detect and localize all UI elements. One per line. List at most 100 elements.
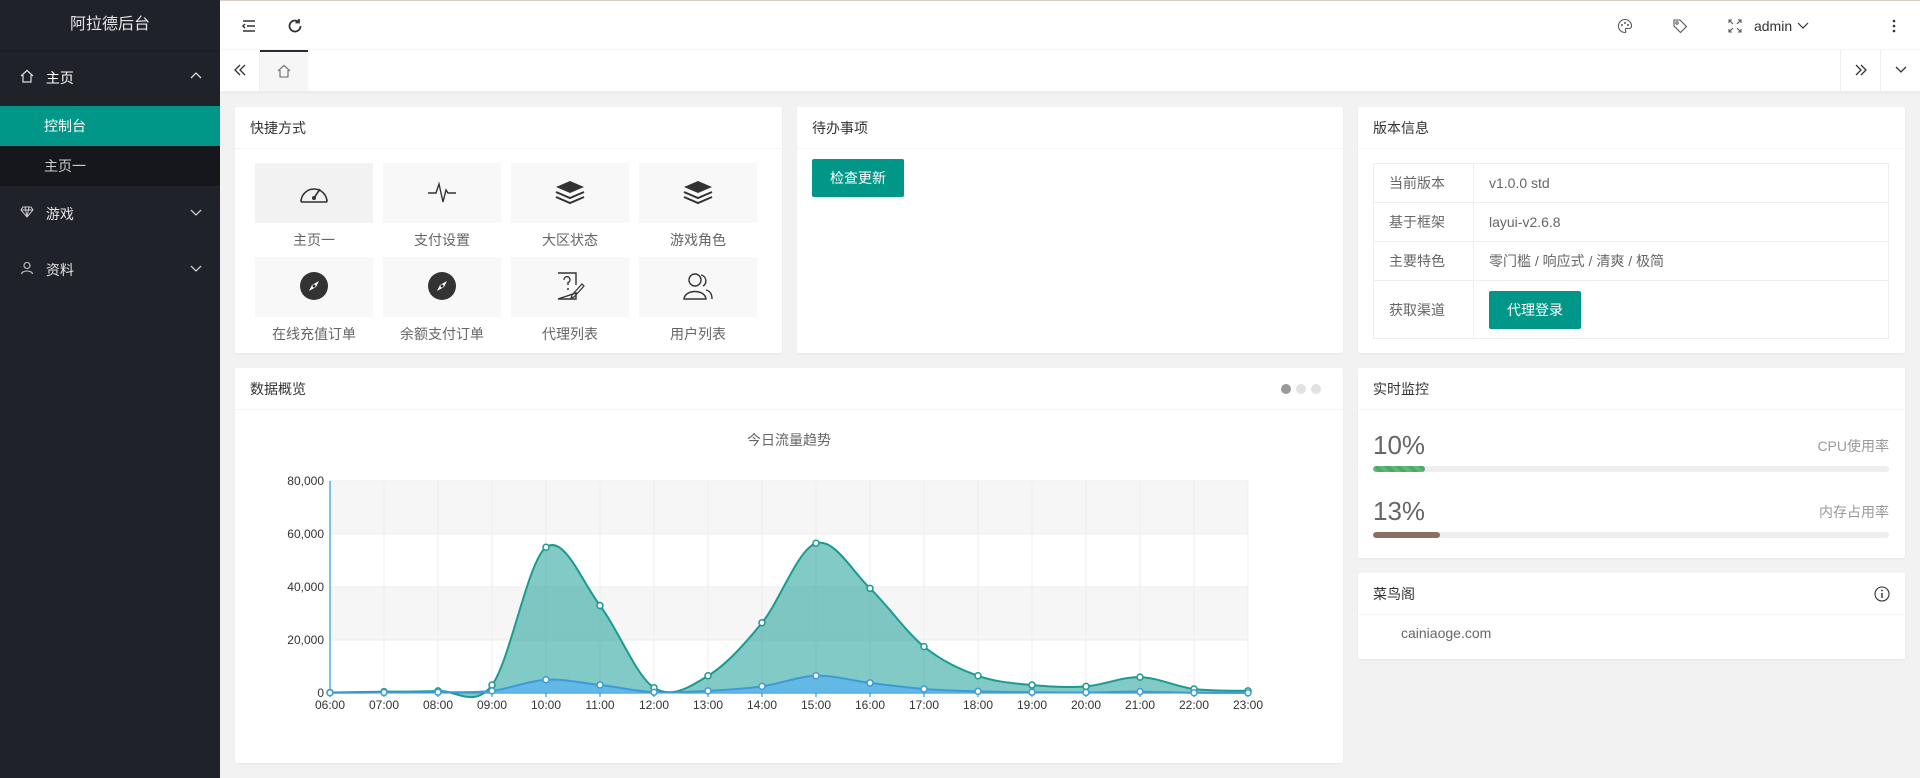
chart-point xyxy=(812,672,820,680)
sidebar-item-home-one[interactable]: 主页一 xyxy=(44,158,86,174)
chart-x-tick-label: 11:00 xyxy=(585,698,614,712)
info-icon[interactable] xyxy=(1874,573,1890,618)
agent-login-button[interactable]: 代理登录 xyxy=(1489,290,1581,329)
cpu-progress-bar xyxy=(1373,466,1889,472)
chevron-down-icon xyxy=(190,186,202,242)
chart-point xyxy=(866,584,874,593)
more-vertical-icon[interactable] xyxy=(1884,1,1904,51)
shortcut-balance-payment-orders[interactable]: 余额支付订单 xyxy=(383,257,501,344)
shortcut-agent-list[interactable]: 代理列表 xyxy=(511,257,629,344)
chart-point xyxy=(1082,682,1090,691)
chart-series-area xyxy=(330,542,1248,698)
card-title: 数据概览 xyxy=(235,368,1343,410)
carousel-dot[interactable] xyxy=(1311,384,1321,394)
help-edit-icon xyxy=(554,271,586,304)
collapse-menu-icon[interactable] xyxy=(234,1,264,51)
chart-y-tick-label: 80,000 xyxy=(287,474,324,488)
chevron-down-icon xyxy=(190,242,202,298)
chart-y-tick-label: 20,000 xyxy=(287,633,324,647)
memory-progress-fill xyxy=(1373,532,1441,538)
chart-point xyxy=(704,687,712,695)
tag-icon[interactable] xyxy=(1665,1,1695,51)
memory-percent: 13% xyxy=(1373,496,1426,526)
chevron-up-icon xyxy=(190,50,202,106)
shortcuts-card: 快捷方式 主页一 支付设置 大区状态 游戏角色 在线充值订单 余额支付订单 代理… xyxy=(235,107,782,353)
traffic-chart: 0 20,000 40,000 60,000 80,000 06:00 07:00 08:00… xyxy=(287,474,1263,712)
version-card: 版本信息 当前版本 v1.0.0 std 基于框架 layui-v2.6.8 主… xyxy=(1358,107,1905,353)
chart-x-tick-label: 08:00 xyxy=(423,698,453,712)
memory-label: 内存占用率 xyxy=(1819,504,1889,520)
version-table: 当前版本 v1.0.0 std 基于框架 layui-v2.6.8 主要特色 零… xyxy=(1373,163,1889,339)
chart-y-tick-label: 60,000 xyxy=(287,527,324,541)
chart-point xyxy=(704,672,712,680)
site-link[interactable]: cainiaoge.com xyxy=(1401,625,1492,641)
gauge-icon xyxy=(298,178,330,209)
card-title: 版本信息 xyxy=(1358,107,1905,149)
chart-x-tick-label: 09:00 xyxy=(477,698,507,712)
carousel-dot[interactable] xyxy=(1281,384,1291,394)
chart-x-tick-label: 06:00 xyxy=(315,698,345,712)
chart-point xyxy=(974,687,982,696)
chart-x-tick-label: 13:00 xyxy=(693,698,723,712)
fullscreen-icon[interactable] xyxy=(1720,1,1750,51)
theme-palette-icon[interactable] xyxy=(1610,1,1640,51)
sidebar-item-profile[interactable]: 资料 xyxy=(0,242,220,298)
tabs-scroll-left-icon[interactable] xyxy=(220,50,260,91)
layers-icon xyxy=(554,178,586,209)
tab-home[interactable] xyxy=(260,50,308,91)
table-row: 当前版本 v1.0.0 std xyxy=(1373,163,1889,203)
table-row: 基于框架 layui-v2.6.8 xyxy=(1373,202,1889,242)
carousel-dots xyxy=(1276,368,1321,410)
check-update-button[interactable]: 检查更新 xyxy=(812,159,904,197)
app-logo: 阿拉德后台 xyxy=(0,0,220,50)
sidebar-item-label: 资料 xyxy=(45,262,74,278)
link-card: 菜鸟阁 cainiaoge.com xyxy=(1358,573,1905,659)
chart-title: 今日流量趋势 xyxy=(747,432,831,448)
top-header: admin xyxy=(220,0,1920,50)
shortcut-payment-settings[interactable]: 支付设置 xyxy=(383,163,501,250)
chart-x-tick-label: 17:00 xyxy=(909,698,939,712)
chart-y-tick-label: 0 xyxy=(317,686,324,700)
sidebar-item-game[interactable]: 游戏 xyxy=(0,186,220,242)
card-title: 菜鸟阁 xyxy=(1358,573,1905,615)
chart-point xyxy=(1082,688,1090,697)
sidebar-item-console[interactable]: 控制台 xyxy=(0,106,220,146)
chart-point xyxy=(488,687,496,695)
chart-y-tick-label: 40,000 xyxy=(287,580,324,594)
chart-point xyxy=(542,543,550,551)
monitor-card: 实时监控 10% CPU使用率 13% 内存占用率 xyxy=(1358,368,1905,558)
sidebar-item-home[interactable]: 主页 xyxy=(0,50,220,106)
refresh-icon[interactable] xyxy=(280,1,310,51)
chart-point xyxy=(758,619,766,627)
tabs-menu-chevron-down-icon[interactable] xyxy=(1880,50,1920,91)
tabs-scroll-right-icon[interactable] xyxy=(1840,50,1880,91)
cpu-percent: 10% xyxy=(1373,430,1426,460)
home-icon xyxy=(20,50,42,106)
sidebar-submenu-home: 控制台 主页一 xyxy=(0,106,220,186)
page-tabs xyxy=(220,50,1920,92)
chart-x-tick-label: 19:00 xyxy=(1017,698,1047,712)
chart-x-tick-label: 18:00 xyxy=(963,698,993,712)
chart-point xyxy=(1028,688,1036,696)
shortcut-game-roles[interactable]: 游戏角色 xyxy=(639,163,757,250)
chart-point xyxy=(380,688,388,697)
chart-x-tick-label: 12:00 xyxy=(639,698,669,712)
layers-icon xyxy=(682,178,714,209)
sidebar-item-label: 游戏 xyxy=(45,206,74,222)
cpu-progress-fill xyxy=(1373,466,1425,472)
shortcut-home-one[interactable]: 主页一 xyxy=(255,163,373,250)
todo-card: 待办事项 检查更新 xyxy=(797,107,1343,353)
chart-point xyxy=(650,688,658,696)
shortcut-online-recharge-orders[interactable]: 在线充值订单 xyxy=(255,257,373,344)
chart-point xyxy=(596,601,604,610)
shortcut-user-list[interactable]: 用户列表 xyxy=(639,257,757,344)
shortcut-region-status[interactable]: 大区状态 xyxy=(511,163,629,250)
table-row: 获取渠道 代理登录 xyxy=(1373,280,1889,339)
chart-point xyxy=(1028,681,1036,689)
chart-band xyxy=(330,481,1248,534)
chart-point xyxy=(326,688,334,697)
carousel-dot[interactable] xyxy=(1296,384,1306,394)
chart-point xyxy=(920,685,928,693)
user-menu[interactable]: admin xyxy=(1754,1,1810,51)
chart-x-tick-label: 10:00 xyxy=(531,698,561,712)
